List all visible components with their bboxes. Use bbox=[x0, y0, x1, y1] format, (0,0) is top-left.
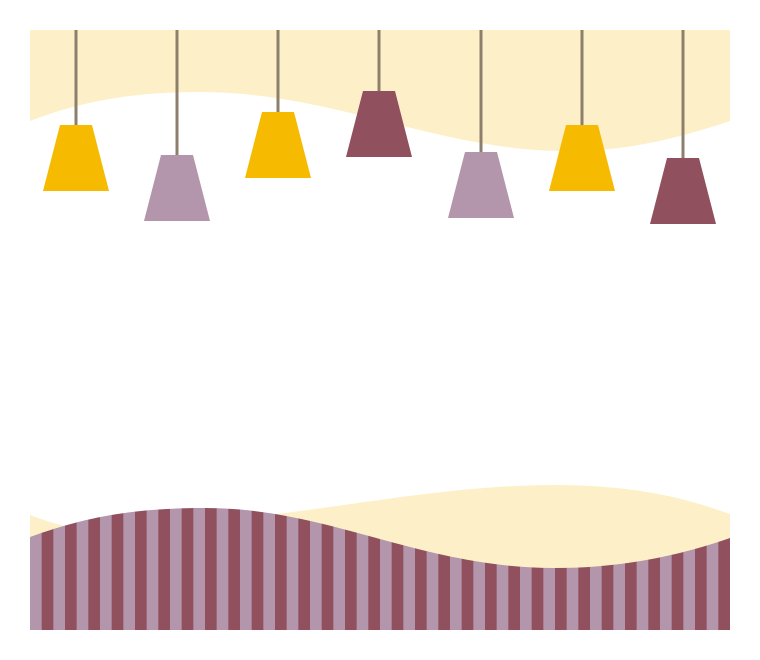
hill-stripe bbox=[403, 508, 416, 630]
hill-stripe bbox=[286, 508, 299, 630]
hill-stripe bbox=[671, 508, 684, 630]
hill-stripe bbox=[298, 508, 311, 630]
hill-stripe bbox=[380, 508, 392, 630]
pendant-lamp-icon bbox=[448, 30, 514, 218]
hill-stripe bbox=[65, 508, 77, 630]
hill-stripe bbox=[158, 508, 171, 630]
hill-stripe bbox=[555, 508, 567, 630]
hill-stripe bbox=[706, 508, 719, 630]
hill-stripe bbox=[135, 508, 147, 630]
hill-stripe bbox=[76, 508, 89, 630]
lamp-shade bbox=[144, 155, 210, 221]
hill-stripe bbox=[88, 508, 101, 630]
hill-stripe bbox=[345, 508, 357, 630]
hill-stripe bbox=[391, 508, 404, 630]
hill-stripe bbox=[566, 508, 579, 630]
hill-stripe bbox=[368, 508, 381, 630]
hill-stripe bbox=[520, 508, 532, 630]
hill-stripe bbox=[251, 508, 264, 630]
lamp-shade bbox=[448, 152, 514, 218]
hill-stripe bbox=[438, 508, 451, 630]
hill-stripe bbox=[240, 508, 252, 630]
hill-stripe bbox=[193, 508, 206, 630]
pendant-lamp-icon bbox=[549, 30, 615, 191]
hill-stripe bbox=[216, 508, 229, 630]
pendant-lamp-icon bbox=[650, 30, 716, 224]
hill-stripe bbox=[660, 508, 672, 630]
lamp-shade bbox=[346, 91, 412, 157]
hill-stripe bbox=[41, 508, 54, 630]
hill-stripe bbox=[485, 508, 497, 630]
hill-stripe bbox=[123, 508, 136, 630]
hill-stripe bbox=[181, 508, 194, 630]
pendant-lamp-icon bbox=[245, 30, 311, 178]
hill-stripe bbox=[636, 508, 649, 630]
hill-stripe bbox=[170, 508, 182, 630]
hill-stripe bbox=[450, 508, 462, 630]
hill-stripe bbox=[146, 508, 159, 630]
hill-stripe bbox=[613, 508, 626, 630]
lamp-shade bbox=[245, 112, 311, 178]
hill-stripe bbox=[648, 508, 661, 630]
pendant-lamp-icon bbox=[346, 30, 412, 157]
hill-stripe bbox=[461, 508, 474, 630]
hill-stripe bbox=[695, 508, 707, 630]
hill-stripe bbox=[543, 508, 556, 630]
hill-stripe bbox=[508, 508, 521, 630]
hill-stripe bbox=[718, 508, 730, 630]
hill-stripe bbox=[683, 508, 696, 630]
hill-stripe bbox=[473, 508, 486, 630]
hill-stripe bbox=[100, 508, 112, 630]
hill-stripe bbox=[426, 508, 439, 630]
hill-stripe bbox=[275, 508, 287, 630]
hill-stripe bbox=[310, 508, 322, 630]
hill-stripe bbox=[53, 508, 66, 630]
hill-stripe bbox=[333, 508, 346, 630]
hill-stripe bbox=[228, 508, 241, 630]
hill-stripe bbox=[578, 508, 591, 630]
hill-stripe bbox=[30, 508, 42, 630]
hill-stripe bbox=[356, 508, 369, 630]
striped-hill bbox=[30, 508, 730, 630]
hill-stripe bbox=[263, 508, 276, 630]
hill-stripe bbox=[321, 508, 334, 630]
lamp-shade bbox=[43, 125, 109, 191]
hill-stripe bbox=[625, 508, 637, 630]
lamp-row bbox=[43, 30, 716, 224]
hill-stripe bbox=[601, 508, 614, 630]
lamp-shade bbox=[650, 158, 716, 224]
hill-stripe bbox=[205, 508, 217, 630]
hill-stripe bbox=[531, 508, 544, 630]
hill-stripe bbox=[590, 508, 602, 630]
pendant-lamp-icon bbox=[43, 30, 109, 191]
hill-stripe bbox=[415, 508, 427, 630]
pendant-lamp-icon bbox=[144, 30, 210, 221]
hill-stripe bbox=[111, 508, 124, 630]
hill-stripe bbox=[496, 508, 509, 630]
lamp-shade bbox=[549, 125, 615, 191]
